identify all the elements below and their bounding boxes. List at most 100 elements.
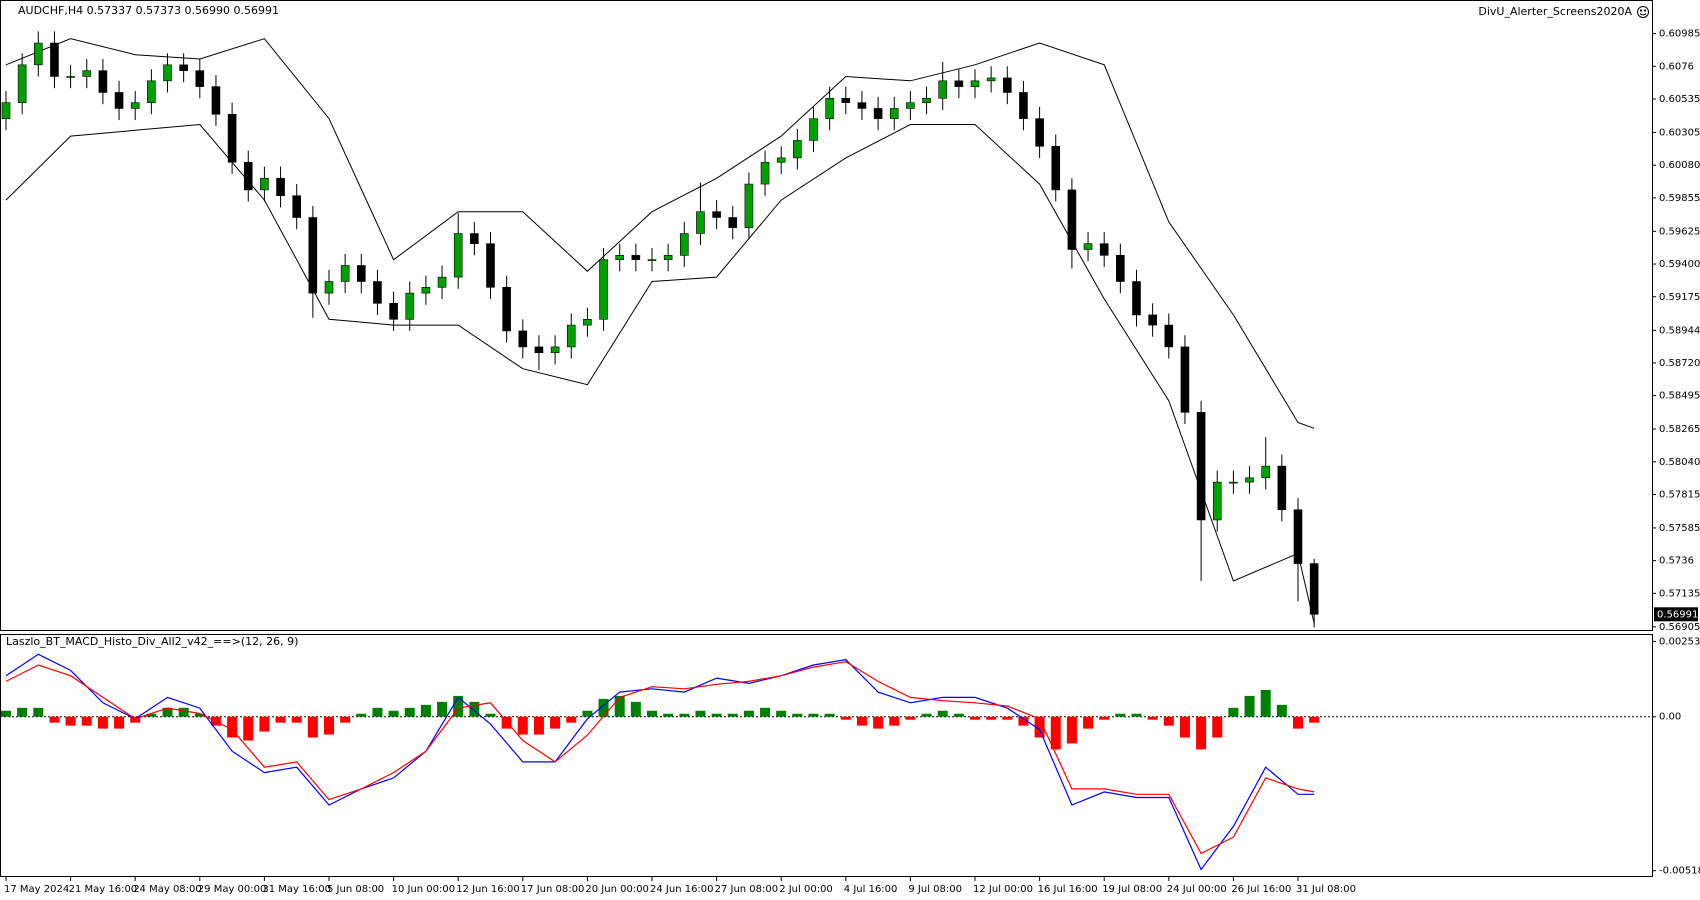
histogram-bar xyxy=(356,713,367,717)
candle-body xyxy=(66,76,75,78)
histogram-bar xyxy=(695,710,706,717)
y-tick-label: 0.57585 xyxy=(1659,523,1700,534)
histogram-bar xyxy=(1196,716,1207,750)
y-tick-label: 0.58040 xyxy=(1659,457,1700,468)
histogram-bar xyxy=(663,713,674,717)
x-tick-label: 4 Jul 16:00 xyxy=(844,884,898,895)
candle-body xyxy=(954,80,964,87)
candle-body xyxy=(292,195,302,218)
histogram-bar xyxy=(1002,716,1013,720)
x-tick-label: 31 May 16:00 xyxy=(262,884,331,895)
x-tick-label: 26 Jul 16:00 xyxy=(1231,884,1291,895)
histogram-bar xyxy=(1018,716,1029,726)
candle-body xyxy=(1293,509,1303,564)
candle-body xyxy=(211,86,221,115)
y-tick-label: 0.57815 xyxy=(1659,489,1700,500)
candle-body xyxy=(1019,92,1028,119)
histogram-bar xyxy=(33,707,44,717)
candle-body xyxy=(17,64,27,103)
candle-body xyxy=(437,276,447,288)
candle-body xyxy=(986,77,996,82)
candle-body xyxy=(308,217,318,294)
candle-body xyxy=(809,118,818,141)
macd-line xyxy=(5,661,1315,855)
histogram-bar xyxy=(1260,689,1271,717)
chart-title: AUDCHF,H4 0.57337 0.57373 0.56990 0.5699… xyxy=(18,4,279,17)
candle-body xyxy=(163,64,172,82)
histogram-bar xyxy=(1276,704,1287,717)
histogram-bar xyxy=(630,701,641,717)
histogram-bar xyxy=(792,713,803,717)
candle-body xyxy=(760,161,770,185)
candle-body xyxy=(889,108,899,119)
histogram-bar xyxy=(614,695,625,717)
histogram-bar xyxy=(533,716,544,735)
histogram-bar xyxy=(598,698,609,717)
candle-body xyxy=(1051,145,1061,191)
candle-body xyxy=(1148,314,1157,326)
x-tick-label: 21 May 16:00 xyxy=(69,884,138,895)
histogram-bar xyxy=(727,713,738,717)
indicator-title: Laszlo_BT_MACD_Histo_Div_All2_v42_==>(12… xyxy=(6,635,298,648)
candle-body xyxy=(502,287,511,332)
y-tick-label: 0.60985 xyxy=(1659,29,1700,40)
candle-body xyxy=(599,259,608,320)
candle-body xyxy=(1002,77,1012,93)
candle-body xyxy=(1,102,11,119)
candle-body xyxy=(1035,118,1044,147)
annotation: DivU_Alerter_Screens2020A xyxy=(1478,5,1632,18)
x-tick-label: 31 Jul 08:00 xyxy=(1296,884,1356,895)
x-tick-label: 2 Jul 00:00 xyxy=(779,884,833,895)
candle-body xyxy=(970,80,980,87)
histogram-bar xyxy=(824,713,835,717)
macd-line xyxy=(5,653,1315,871)
y-tick-label: 0.57135 xyxy=(1659,588,1700,599)
candle-body xyxy=(1261,465,1270,479)
candle-body xyxy=(405,292,415,320)
x-tick-label: 9 Jul 08:00 xyxy=(908,884,962,895)
histogram-bar xyxy=(582,710,593,717)
histogram-bar xyxy=(65,716,76,726)
candle-body xyxy=(793,140,802,159)
x-tick-label: 24 Jul 00:00 xyxy=(1167,884,1227,895)
x-tick-label: 29 May 00:00 xyxy=(198,884,267,895)
candle-body xyxy=(1196,412,1206,521)
candle-body xyxy=(324,281,334,294)
histogram-bar xyxy=(114,716,125,729)
candle-body xyxy=(373,281,382,304)
bollinger-band xyxy=(5,123,1315,624)
candle-body xyxy=(631,255,641,260)
histogram-bar xyxy=(1244,695,1255,717)
candle-body xyxy=(130,102,140,109)
histogram-bar xyxy=(437,701,448,717)
x-tick-label: 27 Jun 08:00 xyxy=(715,884,779,895)
candle-body xyxy=(98,70,108,93)
candle-body xyxy=(841,97,851,103)
candle-body xyxy=(1245,477,1254,483)
y-tick-label: 0.6076 xyxy=(1659,61,1694,72)
candle-body xyxy=(179,64,188,71)
candle-body xyxy=(583,318,592,326)
histogram-bar xyxy=(970,716,980,720)
histogram-bar xyxy=(501,716,512,729)
histogram-bar xyxy=(243,716,254,741)
candle-body xyxy=(679,233,689,256)
histogram-bar xyxy=(1115,713,1126,717)
histogram-bar xyxy=(1,710,11,717)
y-tick-label: 0.56905 xyxy=(1659,622,1700,633)
candle-body xyxy=(276,177,285,197)
candle-body xyxy=(922,97,931,103)
histogram-bar xyxy=(81,716,92,726)
y-tick-label: 0.60080 xyxy=(1659,160,1700,171)
histogram-bar xyxy=(550,716,561,729)
y-tick-label: 0.60305 xyxy=(1659,127,1700,138)
x-tick-label: 16 Jul 16:00 xyxy=(1038,884,1098,895)
y-tick-label: 0.58265 xyxy=(1659,424,1700,435)
candle-body xyxy=(1083,243,1093,250)
candle-body xyxy=(486,243,495,288)
y-tick-label: 0.59400 xyxy=(1659,259,1700,270)
y-tick-label: 0.58720 xyxy=(1659,358,1700,369)
main-frame xyxy=(0,0,1653,631)
x-tick-label: 12 Jun 16:00 xyxy=(456,884,520,895)
candle-body xyxy=(1229,481,1238,484)
